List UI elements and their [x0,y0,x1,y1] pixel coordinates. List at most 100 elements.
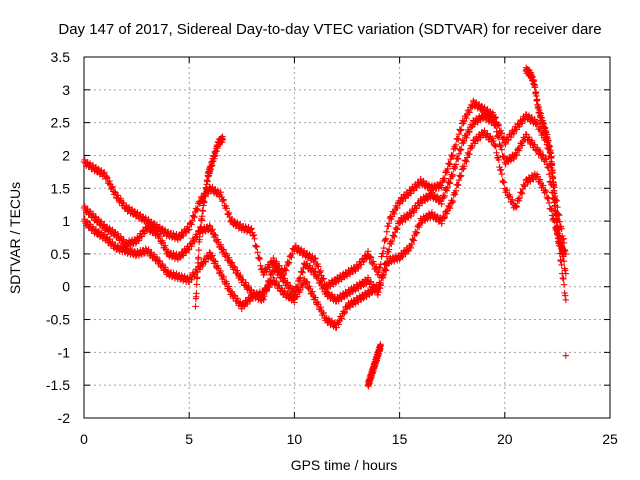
data-point-track-1 [250,231,258,239]
data-point-track-3 [536,176,544,183]
data-point-track-4 [193,281,200,288]
data-point-track-1 [457,127,464,134]
data-point-track-3 [376,281,384,288]
data-point-track-2 [385,246,393,253]
data-point-track-3 [545,199,553,207]
data-point-track-1 [449,153,456,160]
data-point-track-3 [228,288,236,295]
data-point-track-1 [445,160,453,167]
data-point-track-1 [458,126,465,133]
data-point-track-3 [458,172,465,179]
data-point-track-3 [562,292,569,299]
data-point-track-3 [539,182,547,189]
data-point-track-1 [463,114,470,122]
data-point-track-2 [445,179,453,186]
data-point-track-1 [355,265,362,272]
x-axis-label: GPS time / hours [291,457,398,473]
y-tick-label: 2.5 [51,115,71,131]
data-point-track-3 [382,267,390,274]
data-point-track-1 [281,265,288,273]
data-point-track-1 [470,97,477,105]
data-point-track-3 [320,309,327,317]
data-point-track-3 [243,300,251,308]
data-point-track-3 [357,295,364,303]
data-point-track-3 [559,270,566,277]
data-point-track-1 [329,280,336,287]
data-point-track-3 [545,194,552,202]
y-tick-label: -1.5 [46,377,70,393]
data-point-track-1 [255,254,263,261]
data-point-track-1 [502,140,509,148]
data-point-track-3 [95,228,102,235]
data-point-track-2 [498,146,505,153]
data-point-track-2 [438,200,445,208]
data-point-track-1 [225,211,232,218]
data-point-track-2 [281,275,288,282]
data-point-track-1 [367,254,375,261]
data-point-track-2 [132,240,140,247]
data-point-track-2 [454,155,461,162]
data-point-track-1 [497,127,505,134]
data-point-track-2 [457,147,464,154]
data-point-track-3 [443,210,451,217]
data-point-track-1 [217,189,224,196]
data-point-track-3 [317,303,324,311]
y-tick-label: 2 [62,147,70,163]
data-point-track-2 [542,155,549,162]
data-point-track-1 [443,169,451,176]
data-point-track-1 [189,217,196,224]
data-point-track-3 [309,288,316,295]
data-point-track-2 [424,196,431,203]
data-point-track-2 [190,237,197,244]
data-point-track-6 [531,83,539,91]
data-point-track-6 [550,181,557,189]
data-point-track-1 [468,104,475,111]
data-point-track-4 [193,290,200,297]
data-point-track-3 [246,296,253,303]
data-point-track-1 [438,184,445,191]
data-point-track-3 [543,193,551,201]
data-point-track-2 [209,226,216,233]
data-point-track-3 [521,182,529,190]
data-point-track-2 [312,268,319,275]
data-point-track-3 [466,151,473,158]
data-point-track-2 [452,161,460,168]
data-point-track-1 [186,226,193,233]
data-point-track-1 [247,226,255,233]
data-point-track-1 [225,209,233,217]
data-point-track-4 [198,213,206,220]
data-point-track-2 [225,254,233,261]
data-point-track-3 [188,276,195,283]
data-point-track-1 [179,232,187,240]
y-axis-label: SDTVAR / TECUs [7,182,23,294]
y-tick-label: -0.5 [46,312,70,328]
data-point-track-2 [494,133,501,140]
data-point-track-3 [560,275,567,283]
data-point-track-2 [360,281,367,289]
data-point-track-1 [254,249,261,256]
data-point-track-3 [322,314,330,321]
data-point-track-3 [380,271,388,278]
data-point-track-3 [457,173,464,180]
data-point-track-3 [407,244,415,252]
data-point-track-2 [156,232,164,240]
data-point-track-2 [286,282,294,289]
data-point-track-2 [245,282,252,290]
data-point-track-2 [493,128,500,135]
data-point-track-2 [298,268,306,275]
data-point-track-3 [491,142,499,149]
data-point-track-2 [394,225,401,233]
data-point-track-3 [461,163,468,170]
data-point-track-3 [410,237,418,244]
data-point-track-3 [303,278,310,285]
data-point-track-1 [253,243,261,250]
data-point-track-7 [562,352,570,359]
data-point-track-2 [536,147,544,155]
data-point-track-2 [206,222,213,229]
data-point-track-1 [446,161,454,168]
data-point-track-1 [108,184,116,191]
data-point-track-1 [444,165,451,173]
data-point-track-2 [228,259,236,266]
y-tick-label: 3 [62,82,70,98]
